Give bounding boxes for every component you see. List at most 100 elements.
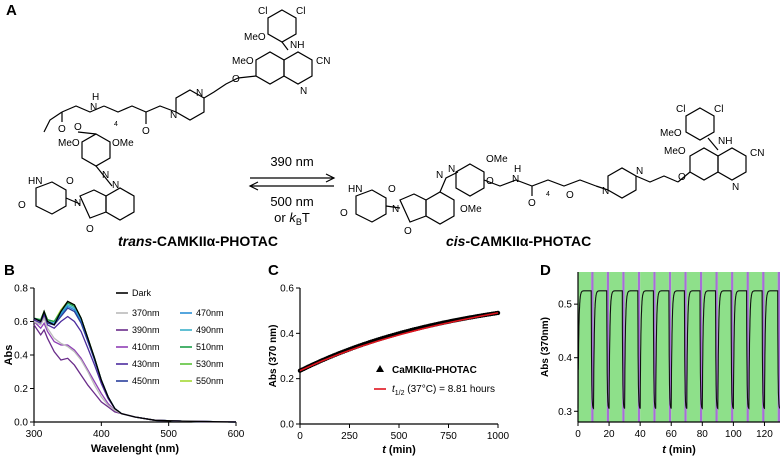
cis-quinoline-ring-2 bbox=[717, 147, 747, 181]
forward-arrow-label: 390 nm bbox=[270, 154, 313, 169]
band-purple bbox=[653, 272, 656, 422]
cis-nh: NH bbox=[718, 136, 732, 147]
band-purple bbox=[777, 272, 780, 422]
x-tick-label: 0 bbox=[297, 431, 303, 442]
cis-h: H bbox=[514, 164, 521, 175]
cis-linker bbox=[635, 175, 679, 183]
y-tick-label: 0.0 bbox=[14, 418, 28, 429]
trans-azo bbox=[95, 165, 113, 187]
x-tick-label: 500 bbox=[391, 431, 408, 442]
trans-quinoline-ring-2 bbox=[283, 51, 313, 85]
x-tick-label: 20 bbox=[604, 429, 616, 440]
fit-line bbox=[299, 312, 499, 372]
trans-hn: HN bbox=[28, 176, 42, 187]
legend-label-390nm: 390nm bbox=[132, 325, 160, 335]
legend-label-530nm: 530nm bbox=[196, 359, 224, 369]
cis-meo-2: MeO bbox=[664, 146, 686, 157]
cis-azo bbox=[439, 171, 459, 193]
trans-h: H bbox=[92, 92, 99, 103]
trans-sub-4: 4 bbox=[114, 121, 118, 128]
x-axis-label: t (min) bbox=[662, 444, 696, 456]
legend-label-470nm: 470nm bbox=[196, 308, 224, 318]
trans-n-amide: N bbox=[90, 102, 97, 113]
absorbance-trace bbox=[577, 290, 780, 410]
x-axis-label: Wavelenght (nm) bbox=[91, 443, 180, 455]
cis-meo-1: MeO bbox=[660, 128, 682, 139]
series-line-Dark bbox=[33, 300, 237, 423]
band-green bbox=[609, 272, 623, 422]
trans-o-ether: O bbox=[232, 74, 240, 85]
y-tick-label: 0.2 bbox=[14, 384, 28, 395]
legend-label-370nm: 370nm bbox=[132, 308, 160, 318]
panel-label-a: A bbox=[6, 2, 17, 19]
trans-isoindoline-ring bbox=[105, 187, 135, 221]
legend-label-450nm: 450nm bbox=[132, 376, 160, 386]
band-green bbox=[593, 272, 607, 422]
x-tick-label: 100 bbox=[725, 429, 742, 440]
trans-meo-1: MeO bbox=[244, 32, 266, 43]
cis-o-ester: O bbox=[486, 176, 494, 187]
band-purple bbox=[746, 272, 749, 422]
cis-dimethoxyphenyl-ring bbox=[455, 163, 485, 197]
band-green bbox=[624, 272, 638, 422]
trans-n-pip-1: N bbox=[196, 88, 203, 99]
trans-linker bbox=[203, 77, 239, 99]
panel-label-c: C bbox=[268, 262, 279, 279]
cis-lactam-ring bbox=[399, 193, 427, 223]
band-purple bbox=[668, 272, 672, 422]
y-tick-label: 0.4 bbox=[558, 353, 572, 364]
cis-ome-1: OMe bbox=[486, 154, 508, 165]
reaction-scheme: Cl Cl MeO NH MeO CN O N N N O H N 4 O O … bbox=[18, 6, 764, 249]
x-tick-label: 400 bbox=[93, 429, 110, 440]
panel-label-b: B bbox=[4, 262, 15, 279]
band-purple bbox=[637, 272, 641, 422]
x-tick-label: 500 bbox=[160, 429, 177, 440]
series-line-390nm bbox=[33, 324, 237, 423]
trans-o-carbonyl-2: O bbox=[58, 124, 66, 135]
cis-quinoline-ring-1 bbox=[689, 147, 719, 181]
legend-label-510nm: 510nm bbox=[196, 342, 224, 352]
legend-label-550nm: 550nm bbox=[196, 376, 224, 386]
trans-n-azo-1: N bbox=[102, 170, 109, 181]
trans-dimethoxyphenyl-ring bbox=[81, 133, 111, 167]
cis-o-lactam: O bbox=[404, 226, 412, 237]
x-tick-label: 0 bbox=[575, 429, 581, 440]
band-purple bbox=[762, 272, 765, 422]
y-tick-label: 0.6 bbox=[280, 284, 294, 295]
band-green bbox=[578, 272, 592, 422]
x-tick-label: 60 bbox=[666, 429, 678, 440]
chart-d-switching-cycles: 0 20 40 60 80 100 120 0.3 0.4 0.5 t (min) Abs (370n… bbox=[540, 272, 780, 456]
x-tick-label: 40 bbox=[635, 429, 647, 440]
y-tick-label: 0.0 bbox=[280, 420, 294, 431]
cis-n-pip-2: N bbox=[636, 166, 643, 177]
legend-label-Dark: Dark bbox=[132, 288, 152, 298]
cis-piperazine bbox=[607, 167, 637, 199]
band-green bbox=[764, 272, 778, 422]
band-purple bbox=[731, 272, 734, 422]
trans-n-quinoline: N bbox=[300, 86, 307, 97]
cis-n-amide: N bbox=[512, 174, 519, 185]
cis-o-imide-1: O bbox=[388, 184, 396, 195]
cis-ome-2: OMe bbox=[460, 204, 482, 215]
cis-o-carbonyl-2: O bbox=[528, 198, 536, 209]
trans-piperazine bbox=[175, 89, 205, 121]
cis-hn: HN bbox=[348, 184, 362, 195]
trans-quinoline-ring-1 bbox=[255, 51, 285, 85]
y-tick-label: 0.4 bbox=[14, 351, 28, 362]
y-axis-label: Abs (370nm) bbox=[540, 317, 551, 377]
band-purple bbox=[715, 272, 718, 422]
legend-label-490nm: 490nm bbox=[196, 325, 224, 335]
cis-n-pip-1: N bbox=[602, 186, 609, 197]
y-tick-label: 0.2 bbox=[280, 374, 294, 385]
cis-glutarimide-ring bbox=[355, 189, 387, 223]
cis-n-imide: N bbox=[392, 204, 399, 215]
cis-isoindoline-ring bbox=[425, 191, 455, 225]
cis-aniline-ring bbox=[685, 107, 715, 141]
legend-label-compound: CaMKIIα-PHOTAC bbox=[392, 365, 477, 376]
cis-n-azo-1: N bbox=[436, 170, 443, 181]
trans-aniline-ring bbox=[267, 9, 297, 43]
chart-c-thermal-relaxation: 0 250 500 750 1000 0.0 0.2 0.4 0.6 t (min) Abs (37… bbox=[268, 284, 510, 456]
band-purple bbox=[684, 272, 687, 422]
cis-o-ether: O bbox=[678, 172, 686, 183]
cis-o-carbonyl-1: O bbox=[566, 190, 574, 201]
